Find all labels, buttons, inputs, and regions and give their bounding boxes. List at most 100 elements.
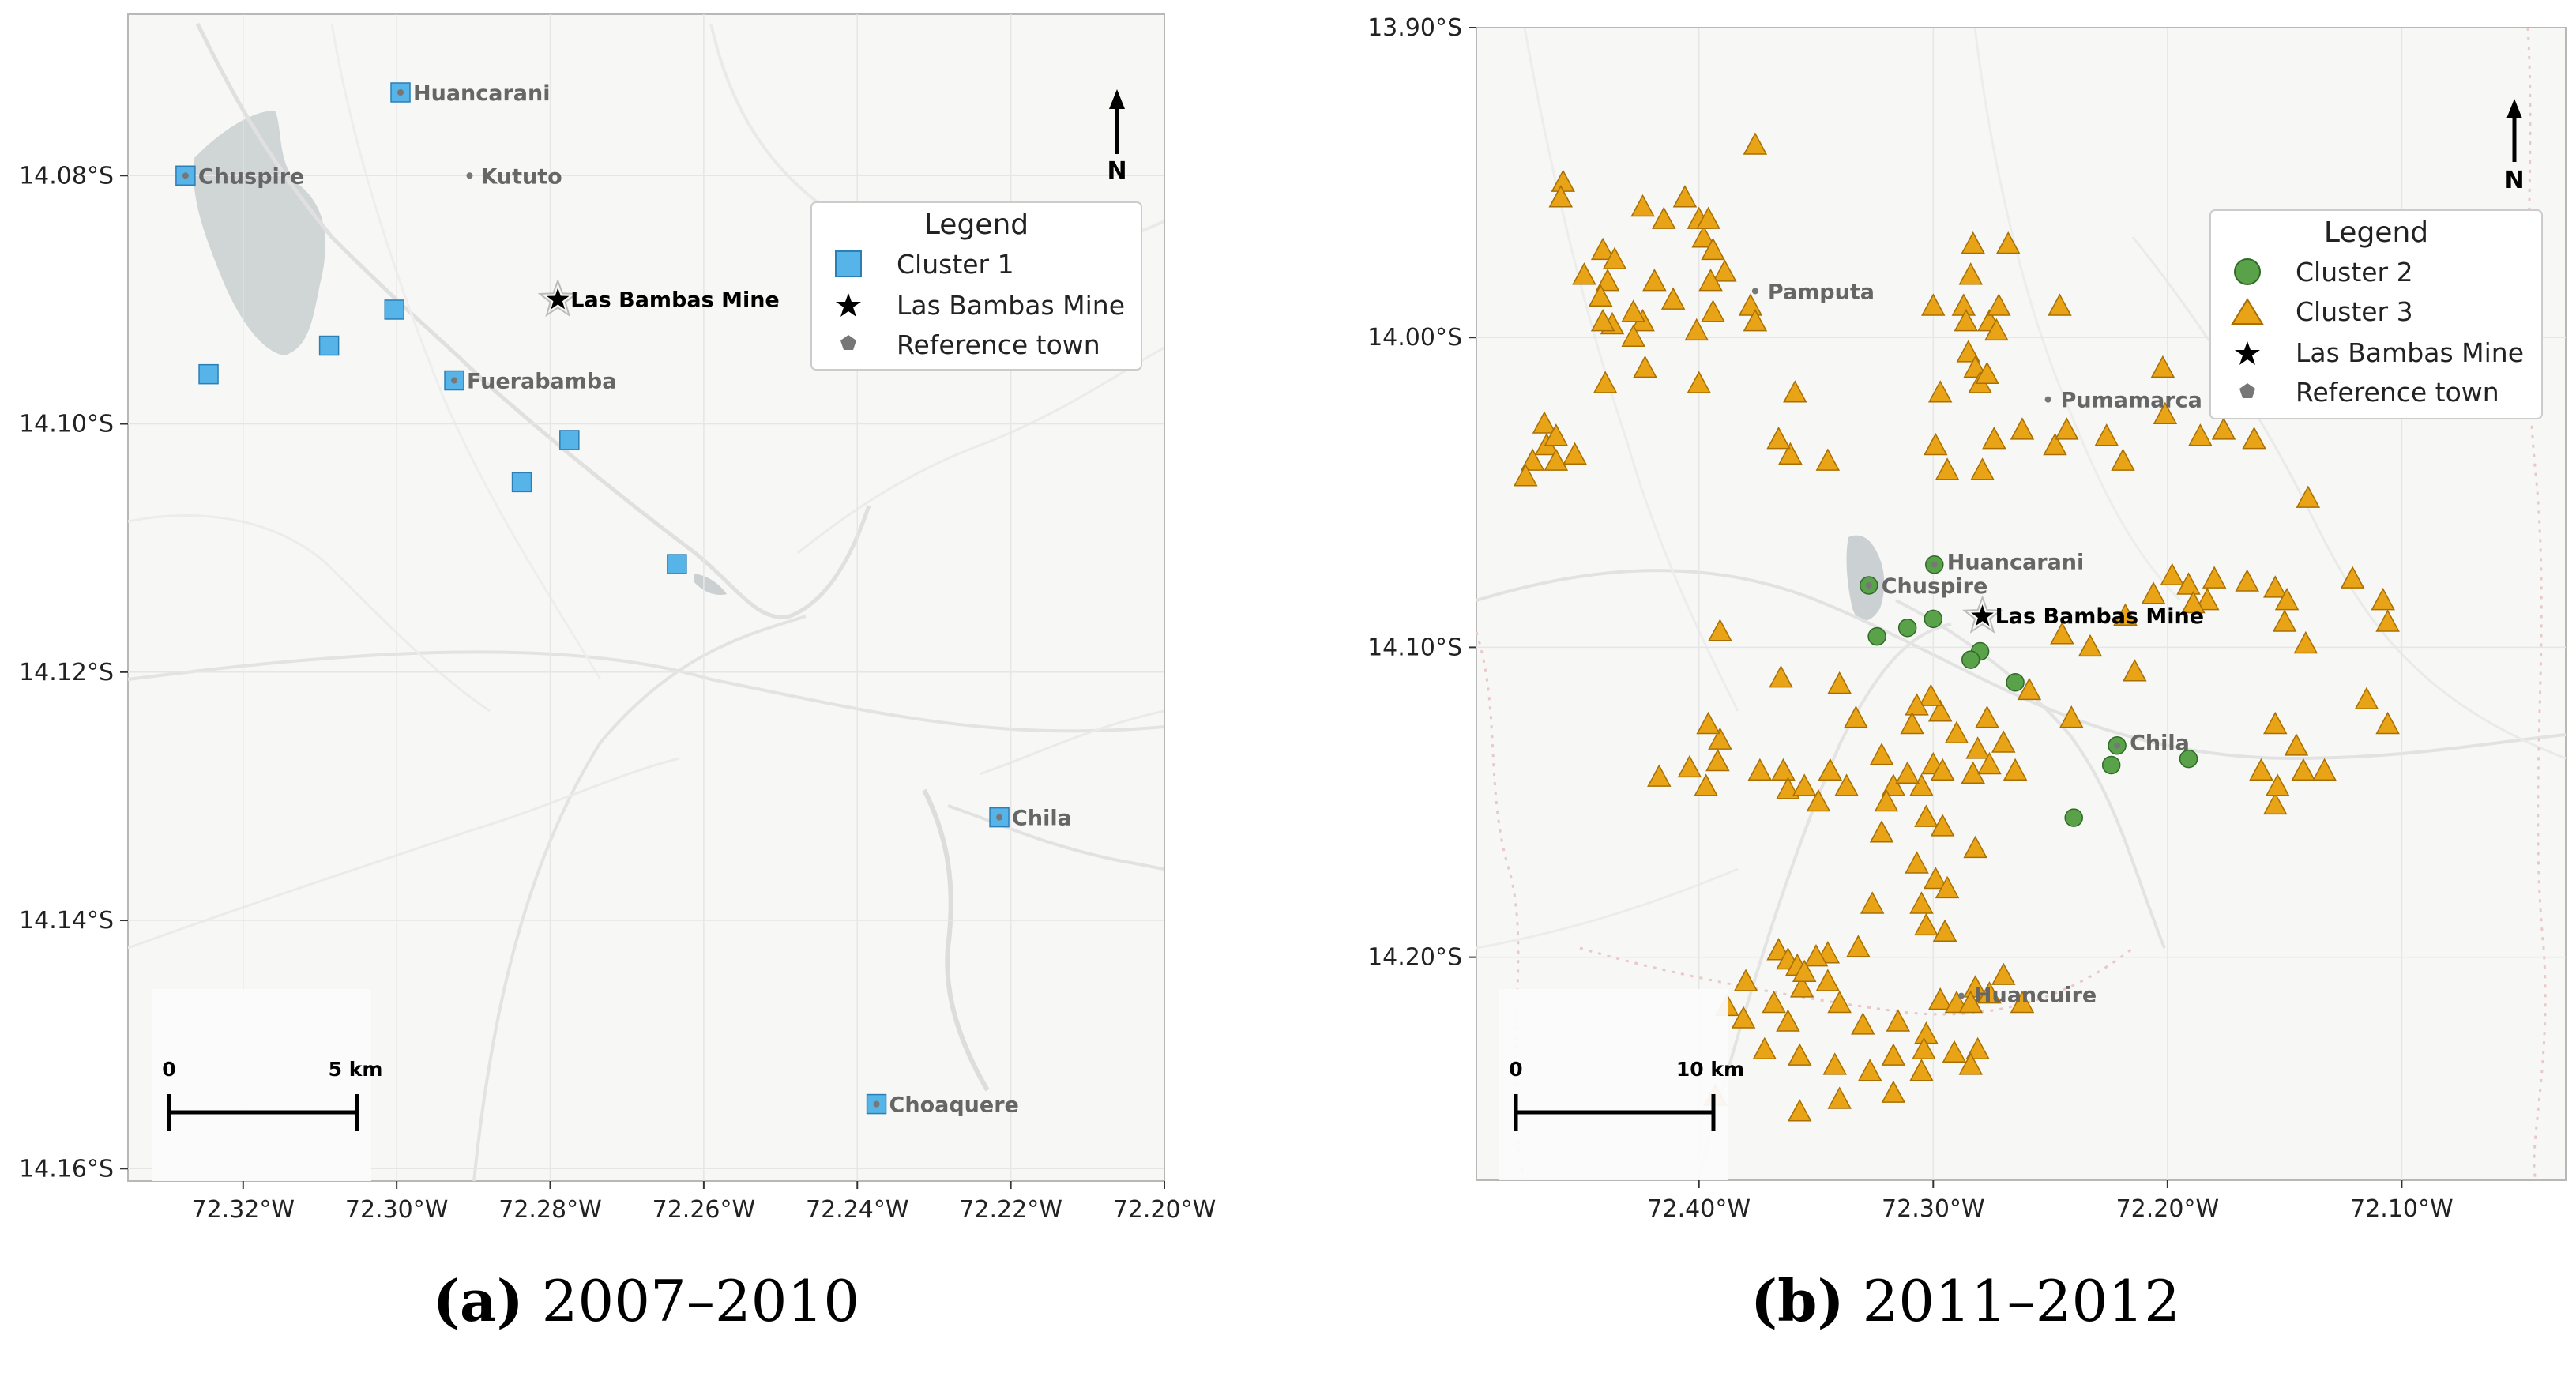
- y-tick-label: 14.10°S: [1367, 634, 1462, 661]
- svg-text:Cluster 3: Cluster 3: [2296, 296, 2413, 327]
- cluster-3-marker: [1743, 309, 1768, 332]
- y-tick-label: 14.20°S: [1367, 944, 1462, 972]
- cluster-3-marker: [1687, 371, 1711, 393]
- cluster-3-marker: [2010, 990, 2035, 1014]
- cluster-3-marker: [1984, 318, 2009, 341]
- legend-entry-cluster-2: Cluster 2: [2234, 257, 2413, 288]
- town-label: Chila: [1012, 807, 1072, 831]
- cluster-3-marker: [1961, 231, 1985, 254]
- cluster-3-marker: [1914, 804, 1939, 827]
- map-panel-a: Huancarani Chuspire Kututo Fuerabamba Chila C…: [19, 13, 1216, 1334]
- cluster-3-marker: [1991, 962, 2016, 985]
- cluster-3-marker: [1563, 442, 1587, 465]
- x-tick-label: 72.24°W: [806, 1196, 909, 1224]
- cluster-3-marker: [2375, 711, 2400, 735]
- town-label: Chuspire: [1882, 574, 1988, 599]
- cluster-3-marker: [1815, 448, 1841, 471]
- cluster-1-marker: [390, 82, 411, 103]
- cluster-3-marker: [1982, 427, 2006, 450]
- town-labels: Huancarani Chuspire Kututo Fuerabamba Chila C…: [182, 81, 1072, 1118]
- scale-end-label: 10 km: [1676, 1058, 1744, 1081]
- cluster-3-marker: [2050, 622, 2074, 645]
- north-arrow: N: [2504, 99, 2525, 194]
- cluster-3-marker: [2263, 711, 2288, 735]
- cluster-1-marker: [559, 430, 580, 450]
- cluster-3-marker: [1787, 1043, 1812, 1066]
- cluster-3-marker: [1927, 987, 1953, 1010]
- cluster-3-marker: [2242, 427, 2266, 450]
- town-dot: [873, 1100, 880, 1108]
- cluster-3-marker: [2176, 572, 2201, 595]
- cluster-3-marker: [1803, 944, 1829, 967]
- cluster-3-marker: [1975, 361, 1999, 385]
- cluster-3-marker: [1881, 1043, 1906, 1066]
- cluster-3-marker: [2055, 417, 2079, 440]
- cluster-3-marker: [1806, 788, 1831, 812]
- x-tick-label: 72.26°W: [652, 1196, 756, 1224]
- north-label: N: [1107, 157, 1126, 185]
- cluster-3-marker: [1822, 1052, 1847, 1075]
- cluster-3-marker: [2202, 566, 2227, 589]
- cluster-3-marker: [1869, 820, 1894, 843]
- cluster-3-marker: [1958, 1052, 1983, 1075]
- cluster-3-marker: [1881, 1080, 1906, 1103]
- cluster-3-marker: [1701, 237, 1725, 261]
- mine-label: Las Bambas Mine: [1995, 604, 2205, 629]
- cluster-3-marker: [1827, 671, 1852, 694]
- cluster-3-marker: [2249, 758, 2273, 781]
- cluster-3-marker: [1970, 457, 1995, 480]
- scale-end-label: 5 km: [329, 1058, 383, 1081]
- legend-title: Legend: [924, 209, 1029, 241]
- cluster-3-marker: [2195, 587, 2220, 611]
- cluster-3-marker: [1977, 751, 2002, 775]
- cluster-3-marker: [1886, 1009, 1911, 1032]
- small-lake: [694, 574, 727, 596]
- cluster-3-marker: [1895, 761, 1920, 784]
- cluster-3-marker: [2263, 575, 2288, 598]
- cluster-3-marker: [1818, 758, 1843, 781]
- x-tick-label: 72.10°W: [2350, 1195, 2454, 1223]
- cluster-3-marker: [1924, 866, 1948, 890]
- y-tick-label: 14.08°S: [19, 162, 114, 190]
- cluster-3-marker: [1696, 206, 1720, 229]
- axis-ticks: 72.40°W 72.30°W 72.20°W 72.10°W 13.90°S 14.00…: [1367, 14, 2454, 1223]
- cluster-3-marker: [1778, 442, 1803, 465]
- cluster-3-marker: [1834, 773, 1859, 796]
- cluster-3-marker: [2371, 587, 2395, 611]
- cluster-3-marker: [1827, 1086, 1852, 1109]
- north-arrow: N: [1107, 89, 1127, 185]
- cluster-3-marker: [1930, 758, 1955, 781]
- cluster-3-marker: [1995, 231, 2021, 254]
- cluster-3-marker: [1987, 293, 2011, 316]
- cluster-3-marker: [2059, 705, 2084, 728]
- town-label: Chuspire: [198, 164, 305, 189]
- cluster-3-marker: [1651, 206, 1676, 229]
- town-label: Kututo: [480, 164, 562, 189]
- cluster-3-marker: [1738, 293, 1763, 316]
- scale-start-label: 0: [1509, 1058, 1522, 1081]
- cluster-3-marker: [1602, 246, 1627, 269]
- cluster-3-marker: [1927, 380, 1953, 403]
- cluster-3-marker: [1544, 448, 1569, 471]
- y-tick-label: 14.00°S: [1367, 324, 1462, 352]
- axis-ticks: 72.32°W 72.30°W 72.28°W 72.26°W 72.24°W 72.22…: [19, 162, 1216, 1224]
- cluster-3-marker: [2274, 587, 2300, 611]
- svg-text:Las Bambas Mine: Las Bambas Mine: [2296, 337, 2524, 368]
- y-tick-label: 14.14°S: [19, 907, 114, 935]
- cluster-3-marker: [1942, 1040, 1967, 1063]
- cluster-3-marker: [1752, 1036, 1777, 1060]
- cluster-3-marker: [1532, 411, 1557, 434]
- cluster-3-marker: [1930, 814, 1955, 837]
- mine-star: [1971, 604, 1994, 626]
- mine-marker: Las Bambas Mine: [537, 278, 780, 318]
- town-label: Choaquere: [889, 1093, 1019, 1118]
- mine-halo: [537, 278, 578, 318]
- town-dot: [182, 172, 189, 179]
- cluster-3-marker: [1924, 432, 1948, 456]
- legend-title: Legend: [2324, 216, 2428, 249]
- cluster-3-marker: [1514, 464, 1538, 487]
- cluster-3-marker: [1921, 293, 1946, 316]
- cluster-3-marker: [2272, 609, 2297, 632]
